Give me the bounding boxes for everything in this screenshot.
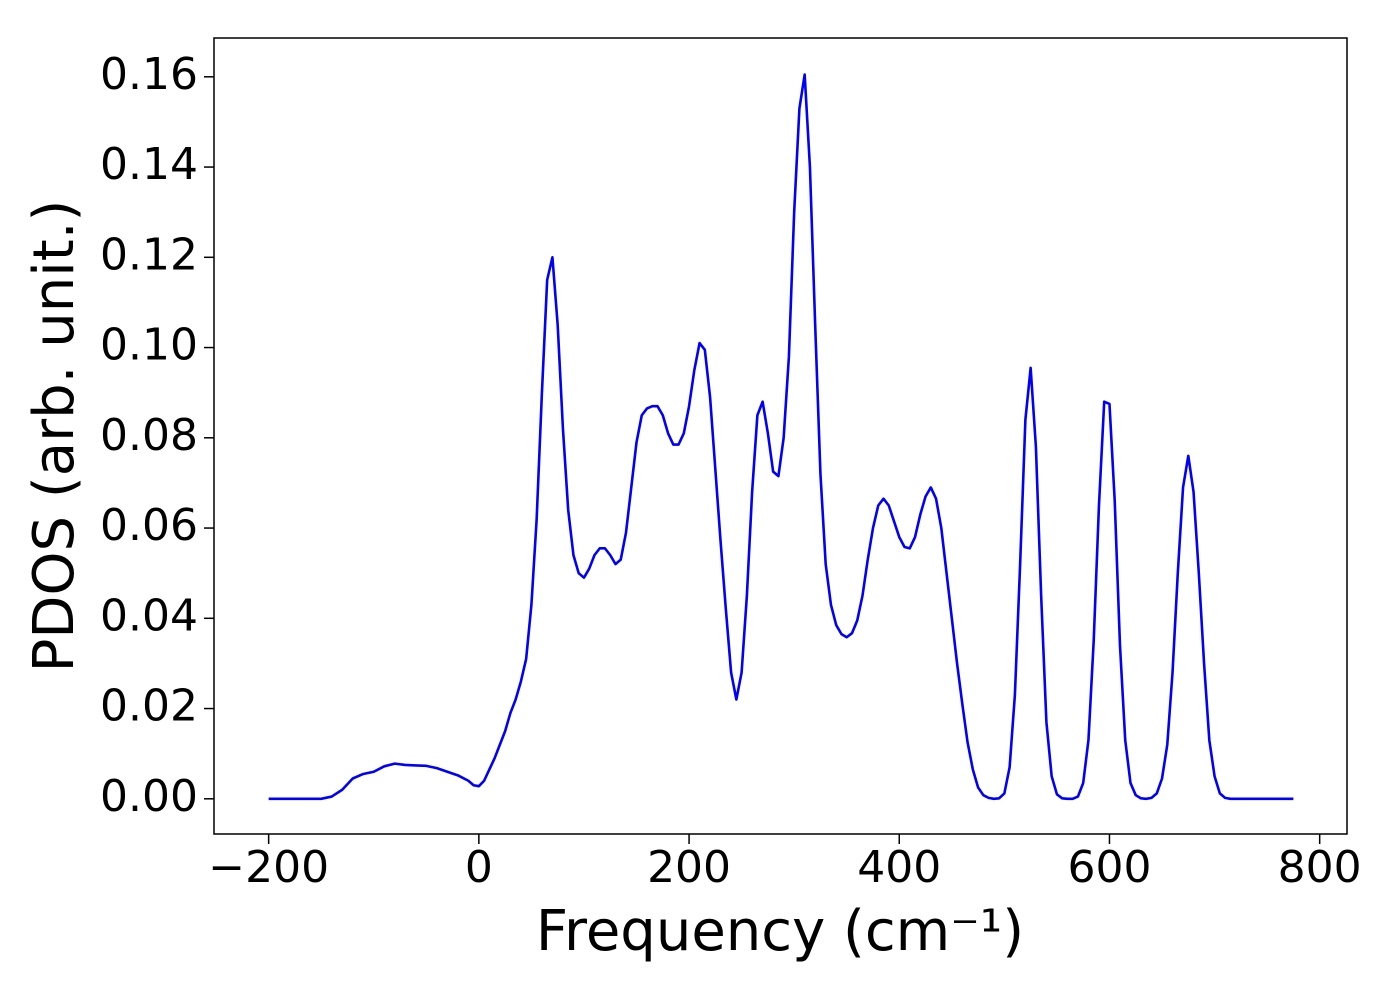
y-tick-label: 0.12 — [100, 229, 198, 280]
y-tick-label: 0.06 — [100, 500, 198, 551]
y-tick-label: 0.04 — [100, 590, 198, 641]
x-tick-label: 600 — [1067, 842, 1151, 893]
x-axis-label: Frequency (cm⁻¹) — [536, 899, 1024, 964]
y-tick-label: 0.10 — [100, 320, 198, 371]
y-tick-label: 0.14 — [100, 139, 198, 190]
y-tick-label: 0.08 — [100, 410, 198, 461]
x-tick-label: 0 — [465, 842, 493, 893]
x-tick-label: 800 — [1278, 842, 1362, 893]
x-tick-label: 200 — [647, 842, 731, 893]
y-tick-label: 0.02 — [100, 681, 198, 732]
y-tick-label: 0.16 — [100, 49, 198, 100]
x-tick-label: 400 — [857, 842, 941, 893]
data-line — [268, 73, 1294, 801]
plot-frame — [213, 37, 1348, 835]
x-tick-label: −200 — [208, 842, 329, 893]
y-axis-label: PDOS (arb. unit.) — [22, 200, 87, 673]
y-tick-label: 0.00 — [100, 771, 198, 822]
